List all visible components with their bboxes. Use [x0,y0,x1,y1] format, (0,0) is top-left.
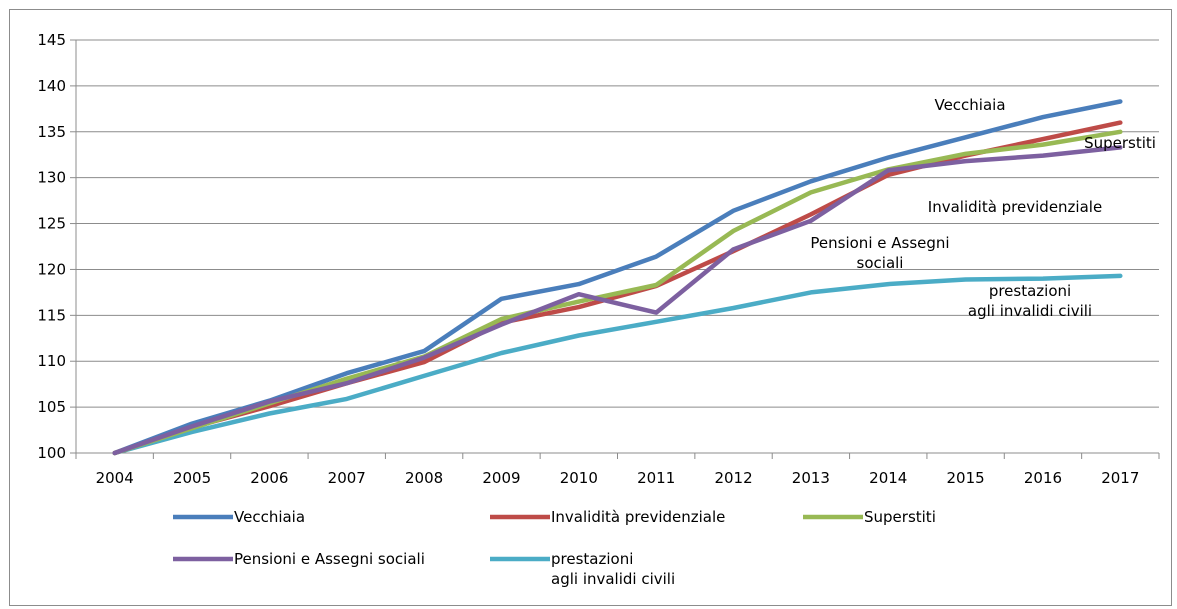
legend-label-superstiti: Superstiti [864,508,936,526]
legend-label-invalidita-previdenziale: Invalidità previdenziale [551,508,725,526]
x-tick-label-2015: 2015 [947,469,985,487]
chart-frame [9,9,1172,606]
y-tick-label-100: 100 [37,444,66,462]
annotation-prestazioni-agli-invalidi-civili: prestazioni [989,282,1071,300]
x-tick-label-2012: 2012 [714,469,752,487]
y-tick-label-130: 130 [37,169,66,187]
y-tick-label-125: 125 [37,215,66,233]
y-tick-label-110: 110 [37,352,66,370]
annotation-pensioni-e-assegni-sociali-line-2: sociali [857,254,904,272]
annotation-superstiti: Superstiti [1084,134,1156,152]
x-tick-label-2013: 2013 [792,469,830,487]
legend-label-vecchiaia: Vecchiaia [234,508,305,526]
y-tick-label-115: 115 [37,306,66,324]
x-tick-label-2011: 2011 [637,469,675,487]
x-tick-label-2016: 2016 [1024,469,1062,487]
annotation-pensioni-e-assegni-sociali: Pensioni e Assegni [810,234,949,252]
x-tick-label-2007: 2007 [328,469,366,487]
x-tick-label-2004: 2004 [96,469,134,487]
legend-label-prestazioni-agli-invalidi-civili-line-2: agli invalidi civili [551,570,675,588]
annotation-vecchiaia: Vecchiaia [934,96,1005,114]
series-line-invalidita-previdenziale [112,120,1123,456]
x-tick-label-2017: 2017 [1101,469,1139,487]
y-tick-label-105: 105 [37,398,66,416]
x-tick-label-2008: 2008 [405,469,443,487]
y-tick-label-120: 120 [37,260,66,278]
x-tick-label-2010: 2010 [560,469,598,487]
x-tick-label-2006: 2006 [250,469,288,487]
x-tick-label-2009: 2009 [482,469,520,487]
y-tick-label-145: 145 [37,31,66,49]
annotation-invalidita-previdenziale: Invalidità previdenziale [928,198,1102,216]
annotation-prestazioni-agli-invalidi-civili-line-2: agli invalidi civili [968,302,1092,320]
legend-label-pensioni-e-assegni-sociali: Pensioni e Assegni sociali [234,550,425,568]
y-tick-label-140: 140 [37,77,66,95]
series-line-vecchiaia [112,99,1123,456]
x-tick-label-2014: 2014 [869,469,907,487]
series-line-pensioni-e-assegni-sociali [112,145,1123,456]
y-tick-label-135: 135 [37,123,66,141]
x-tick-label-2005: 2005 [173,469,211,487]
legend-label-prestazioni-agli-invalidi-civili: prestazioni [551,550,633,568]
series-line-prestazioni-agli-invalidi-civili [112,273,1123,456]
